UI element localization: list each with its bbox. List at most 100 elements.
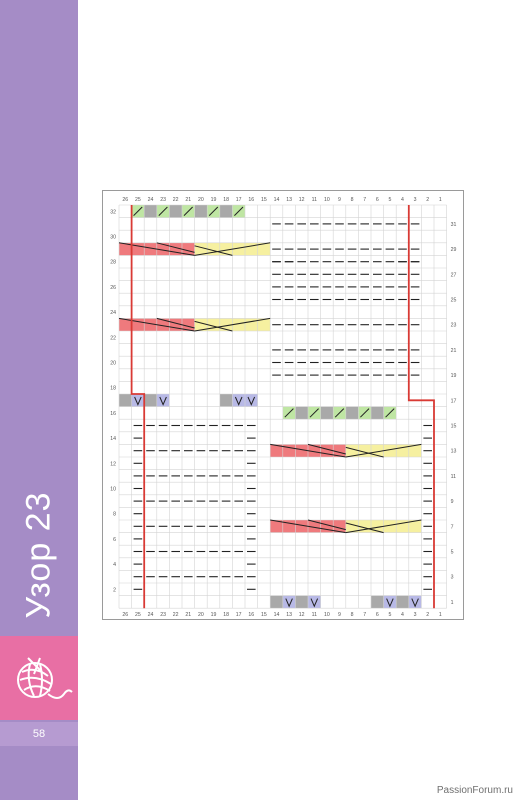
row-label-left: 10 <box>110 487 116 493</box>
cable-line <box>345 519 422 534</box>
row-label-right: 5 <box>451 550 454 556</box>
column-label-top: 16 <box>248 197 254 203</box>
column-label-top: 18 <box>223 197 229 203</box>
row-label-right: 25 <box>451 298 457 304</box>
column-label-bottom: 24 <box>148 612 154 618</box>
column-label-bottom: 19 <box>211 612 217 618</box>
column-label-bottom: 3 <box>414 612 417 618</box>
column-label-bottom: 10 <box>324 612 330 618</box>
column-label-top: 11 <box>312 197 317 203</box>
row-label-right: 19 <box>451 373 457 379</box>
row-label-left: 32 <box>110 209 116 215</box>
row-label-right: 13 <box>451 449 457 455</box>
column-label-bottom: 25 <box>135 612 141 618</box>
row-label-left: 4 <box>113 562 116 568</box>
page-title: Узор 23 <box>19 491 58 619</box>
decrease-symbol <box>234 396 243 406</box>
cable-line <box>270 443 346 458</box>
column-label-bottom: 17 <box>236 612 242 618</box>
slash-symbol <box>234 206 244 216</box>
row-label-left: 16 <box>110 411 116 417</box>
column-label-bottom: 5 <box>388 612 391 618</box>
page-number: 58 <box>0 722 78 746</box>
knitting-chart: 26 26 25 25 24 24 23 23 22 22 21 21 20 20 19 19 18 18 17 17… <box>102 190 464 620</box>
knitting-chart-grid: 2626252524242323222221212020191918181717… <box>110 197 457 618</box>
column-label-top: 20 <box>198 197 204 203</box>
slash-symbol <box>284 408 294 418</box>
column-label-bottom: 13 <box>286 612 292 618</box>
row-label-left: 14 <box>110 436 116 442</box>
row-label-right: 21 <box>451 348 457 354</box>
row-label-right: 27 <box>451 272 457 278</box>
row-label-right: 1 <box>451 600 454 606</box>
column-label-bottom: 7 <box>363 612 366 618</box>
column-label-top: 9 <box>338 197 341 203</box>
cable-line <box>307 519 346 531</box>
slash-symbol <box>133 206 143 216</box>
row-label-right: 7 <box>451 524 454 530</box>
column-label-top: 21 <box>185 197 191 203</box>
slash-symbol <box>158 206 168 216</box>
slash-symbol <box>360 408 370 418</box>
column-label-top: 13 <box>286 197 292 203</box>
cable-line <box>345 446 384 458</box>
decrease-symbol <box>411 598 419 608</box>
gray-cell <box>320 406 334 420</box>
cable-line <box>194 317 271 332</box>
cable-line <box>156 317 195 329</box>
row-label-left: 12 <box>110 461 116 467</box>
decrease-symbol <box>159 396 167 406</box>
column-label-bottom: 9 <box>338 612 341 618</box>
row-label-right: 23 <box>451 323 457 329</box>
column-label-bottom: 1 <box>439 612 442 618</box>
gray-cell <box>144 394 157 407</box>
column-label-bottom: 2 <box>426 612 429 618</box>
row-label-right: 17 <box>451 398 457 404</box>
column-label-bottom: 4 <box>401 612 404 618</box>
row-label-left: 8 <box>113 512 116 518</box>
row-label-left: 6 <box>113 537 116 543</box>
row-label-left: 28 <box>110 260 116 266</box>
decrease-symbol <box>285 598 293 608</box>
column-label-top: 7 <box>363 197 366 203</box>
row-label-left: 22 <box>110 335 116 341</box>
row-label-left: 24 <box>110 310 116 316</box>
decrease-symbol <box>386 598 394 608</box>
gray-cell <box>371 406 384 420</box>
gray-cell <box>119 394 132 407</box>
cable-line <box>194 242 271 256</box>
column-label-bottom: 22 <box>173 612 179 618</box>
column-label-top: 4 <box>401 197 404 203</box>
gray-cell <box>371 595 384 609</box>
column-label-top: 3 <box>414 197 417 203</box>
slash-symbol <box>208 206 219 216</box>
gray-cell <box>194 205 208 218</box>
column-label-top: 15 <box>261 197 267 203</box>
column-label-top: 10 <box>324 197 330 203</box>
column-label-top: 8 <box>351 197 354 203</box>
gray-cell <box>169 205 182 218</box>
gray-cell <box>396 595 409 609</box>
yarn-ball-badge <box>0 636 78 720</box>
gray-cell <box>219 205 233 218</box>
column-label-top: 22 <box>173 197 179 203</box>
slash-symbol <box>334 408 345 418</box>
column-label-bottom: 12 <box>299 612 305 618</box>
column-label-top: 14 <box>274 197 280 203</box>
column-label-top: 26 <box>122 197 128 203</box>
column-label-top: 19 <box>211 197 217 203</box>
column-label-top: 25 <box>135 197 141 203</box>
column-label-top: 17 <box>236 197 242 203</box>
repeat-border <box>407 205 435 609</box>
row-label-right: 3 <box>451 575 454 581</box>
decrease-symbol <box>134 396 142 406</box>
row-label-right: 29 <box>451 247 457 253</box>
slash-symbol <box>385 408 395 418</box>
column-label-bottom: 14 <box>274 612 280 618</box>
column-label-bottom: 23 <box>160 612 166 618</box>
column-label-bottom: 16 <box>248 612 254 618</box>
row-label-right: 11 <box>451 474 456 480</box>
row-label-left: 20 <box>110 361 116 367</box>
column-label-top: 23 <box>160 197 166 203</box>
yarn-ball-icon <box>17 657 73 699</box>
